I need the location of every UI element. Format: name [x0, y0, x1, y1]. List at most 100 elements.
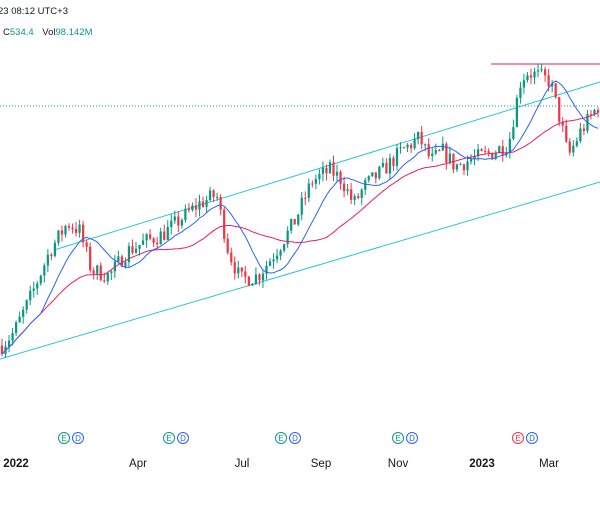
candle-body — [568, 141, 571, 153]
candle-body — [353, 196, 356, 200]
candle-body — [71, 227, 74, 229]
candle-body — [417, 131, 420, 140]
candle-body — [67, 225, 71, 228]
candle-body — [314, 179, 317, 184]
candle-body — [148, 234, 152, 239]
candle-body — [194, 205, 198, 210]
candle-body — [85, 242, 88, 247]
earnings-icon[interactable]: E — [163, 432, 175, 444]
candle-body — [233, 262, 236, 274]
candle-body — [318, 173, 321, 180]
dividend-icon[interactable]: D — [289, 432, 301, 444]
candle-body — [473, 156, 476, 160]
candle-body — [11, 333, 14, 341]
x-tick-label: Apr — [129, 458, 147, 470]
candle-body — [367, 176, 370, 181]
candle-body — [156, 242, 159, 245]
candle-body — [99, 265, 102, 281]
candle-body — [328, 162, 332, 174]
candle-body — [335, 171, 339, 176]
dividend-icon[interactable]: D — [177, 432, 189, 444]
candle-body — [279, 250, 282, 256]
candle-body — [402, 147, 406, 149]
candle-body — [406, 144, 409, 148]
candle-body — [462, 164, 466, 171]
candle-body — [427, 144, 430, 157]
dividend-icon[interactable]: D — [526, 432, 538, 444]
event-marker[interactable]: E D — [163, 432, 189, 444]
candle-body — [46, 254, 49, 266]
candle-body — [50, 254, 53, 257]
candle-body — [117, 256, 120, 262]
candle-body — [487, 151, 490, 154]
candle-body — [258, 274, 261, 281]
candle-body — [240, 267, 243, 272]
candle-body — [293, 219, 296, 225]
candle-body — [582, 128, 586, 131]
event-marker[interactable]: E D — [392, 432, 418, 444]
candle-body — [32, 288, 35, 291]
candle-body — [283, 244, 286, 251]
candle-body — [7, 340, 11, 347]
earnings-icon[interactable]: E — [512, 432, 524, 444]
candle-body — [445, 143, 448, 163]
candle-body — [522, 80, 526, 88]
channel-lower-line — [0, 181, 600, 360]
candle-body — [434, 150, 437, 154]
x-tick-label: 2023 — [469, 458, 495, 470]
volume-value: 98.142M — [55, 27, 93, 38]
time-axis[interactable]: 2022 Apr Jul Sep Nov 2023 Mar — [0, 450, 600, 480]
candle-body — [325, 167, 328, 174]
dividend-icon[interactable]: D — [406, 432, 418, 444]
candle-body — [272, 259, 275, 262]
candle-body — [297, 214, 300, 225]
candle-body — [208, 190, 212, 200]
candle-body — [529, 75, 533, 78]
candle-body — [512, 127, 515, 139]
candle-body — [212, 190, 215, 198]
candle-body — [480, 149, 483, 151]
candle-body — [198, 201, 201, 210]
candle-body — [388, 157, 392, 174]
x-tick-label: Nov — [387, 458, 409, 470]
candle-body — [81, 224, 85, 243]
candle-body — [364, 180, 367, 190]
candle-body — [399, 147, 402, 149]
candle-body — [36, 283, 39, 289]
candle-body — [92, 270, 95, 274]
x-tick-label: Sep — [310, 458, 332, 470]
candle-body — [424, 144, 427, 146]
candle-body — [342, 183, 346, 192]
candle-body — [201, 201, 205, 207]
candle-body — [216, 196, 219, 198]
candle-body — [413, 139, 416, 149]
candle-body — [0, 345, 4, 355]
event-marker[interactable]: E D — [512, 432, 538, 444]
candle-body — [219, 196, 222, 210]
earnings-icon[interactable]: E — [58, 432, 70, 444]
earnings-icon[interactable]: E — [275, 432, 287, 444]
candle-body — [244, 271, 247, 277]
candle-body — [536, 70, 540, 72]
event-marker[interactable]: E D — [275, 432, 301, 444]
candle-body — [469, 159, 473, 162]
x-tick-label: Jul — [234, 458, 250, 470]
candle-body — [360, 189, 363, 198]
event-marker[interactable]: E D — [58, 432, 84, 444]
candle-body — [230, 252, 233, 263]
candle-body — [89, 246, 92, 271]
close-label: C — [3, 27, 10, 38]
chart-timestamp: 23 08:12 UTC+3 — [0, 6, 68, 17]
earnings-icon[interactable]: E — [392, 432, 404, 444]
candle-body — [441, 143, 444, 151]
candle-body — [311, 183, 314, 185]
candle-body — [127, 246, 131, 263]
dividend-icon[interactable]: D — [72, 432, 84, 444]
candle-body — [18, 316, 21, 323]
candle-body — [519, 87, 522, 98]
channel-upper-line — [53, 81, 600, 251]
candle-body — [558, 97, 561, 122]
candle-body — [180, 219, 183, 226]
